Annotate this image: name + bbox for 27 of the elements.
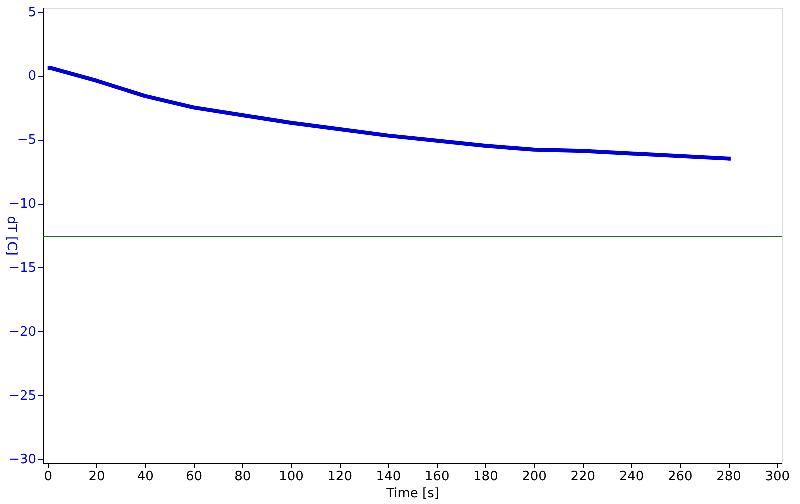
y-tick-label: −10 [9,197,36,212]
x-tick-label: 300 [765,470,790,484]
x-tick-label: 140 [376,470,402,484]
x-tick-label: 120 [328,470,352,484]
y-tick-label: 5 [28,5,36,20]
x-axis-title: Time [s] [386,486,440,502]
x-tick-label: 0 [44,470,52,484]
x-tick-label: 80 [234,470,252,484]
x-tick-label: 160 [424,470,450,484]
x-tick-label: 220 [570,470,596,484]
x-tick-label: 20 [88,470,106,484]
y-tick-label: −5 [17,133,36,148]
y-axis-title: dT [C] [4,216,20,256]
x-tick-label: 180 [474,470,498,484]
line-series [46,66,733,161]
y-tick-label: −15 [9,260,36,276]
x-tick-label: 240 [619,470,644,484]
x-tick-label: 260 [668,470,693,484]
x-tick-label: 40 [137,470,154,484]
x-tick-label: 100 [279,470,304,484]
x-tick-label: 200 [522,470,547,484]
y-tick-label: 0 [28,69,36,84]
y-tick-label: −20 [9,324,36,340]
x-tick-label: 60 [186,470,202,484]
y-tick-label: −30 [9,452,36,468]
x-tick-label: 280 [716,470,742,484]
y-tick-label: −25 [9,388,36,404]
